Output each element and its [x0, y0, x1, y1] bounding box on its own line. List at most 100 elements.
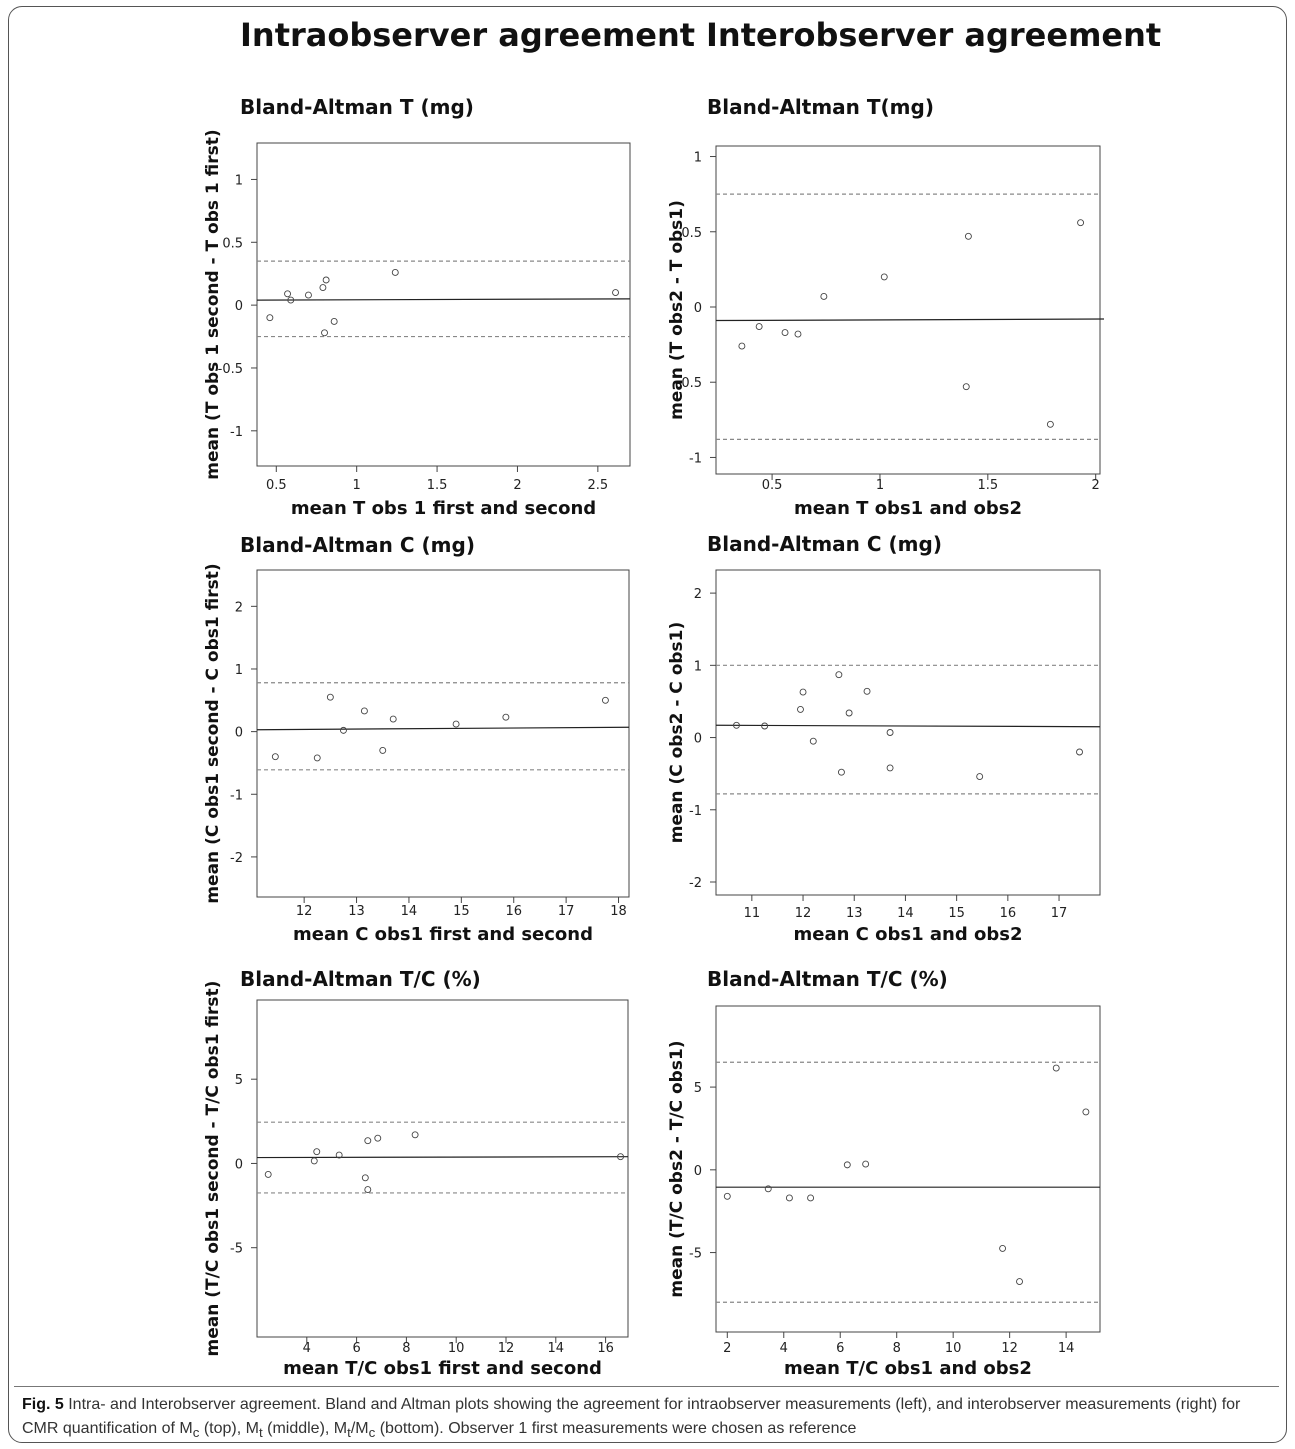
- chart-title: Bland-Altman T (mg): [240, 95, 474, 119]
- x-tick-label: 16: [505, 904, 522, 919]
- bland-altman-plots: Bland-Altman T (mg) 0.5 1 1.5 2 2.5 -1 -0.5 0 0.5…: [203, 95, 1105, 1379]
- y-tick-label: -1: [230, 425, 243, 440]
- x-tick-label: 8: [402, 1341, 410, 1356]
- data-point: [326, 693, 334, 701]
- figure-caption: Fig. 5 Intra- and Interobserver agreemen…: [22, 1393, 1272, 1445]
- x-tick-label: 6: [352, 1341, 360, 1356]
- data-point: [330, 318, 338, 325]
- plot-area: [256, 142, 631, 467]
- y-axis-label: mean (C obs1 second - C obs1 first): [203, 563, 223, 903]
- x-tick-label: 12: [1001, 1341, 1018, 1356]
- y-tick-label: 0: [235, 1157, 243, 1172]
- x-tick-label: 17: [558, 904, 575, 919]
- data-point: [364, 1186, 372, 1194]
- data-point: [886, 764, 894, 772]
- chart-title: Bland-Altman T/C (%): [707, 967, 948, 991]
- x-axis-label: mean T obs 1 first and second: [291, 498, 596, 519]
- y-tick-label: -0.5: [677, 376, 702, 391]
- y-tick-label: -0.5: [218, 362, 243, 377]
- x-axis-label: mean C obs1 and obs2: [793, 924, 1022, 945]
- data-point: [1076, 748, 1083, 756]
- x-tick-label: 6: [836, 1341, 844, 1356]
- plot-area: [256, 569, 630, 898]
- y-tick-label: 0: [694, 732, 702, 747]
- data-point: [837, 768, 845, 776]
- x-tick-label: 15: [453, 904, 470, 919]
- y-tick-label: -2: [230, 851, 243, 866]
- x-tick-label: 4: [780, 1341, 788, 1356]
- data-point: [1046, 420, 1054, 428]
- data-point: [1082, 1108, 1090, 1116]
- data-point: [411, 1131, 419, 1139]
- x-tick-label: 14: [897, 906, 914, 921]
- y-tick-label: 0: [694, 1164, 702, 1179]
- data-point: [264, 1170, 272, 1178]
- data-point: [361, 1174, 369, 1182]
- data-point: [389, 715, 397, 723]
- y-tick-label: -5: [230, 1242, 243, 1257]
- x-tick-label: 12: [795, 906, 812, 921]
- x-tick-label: 0.5: [762, 478, 783, 493]
- x-tick-label: 14: [401, 904, 418, 919]
- y-tick-label: -2: [689, 876, 702, 891]
- x-tick-label: 11: [744, 906, 761, 921]
- chart-intra-C: Bland-Altman C (mg)12 13 14 15 16 17 18-2-1012…: [203, 533, 630, 945]
- x-tick-label: 10: [945, 1341, 962, 1356]
- y-tick-label: -1: [689, 804, 702, 819]
- intraobserver-heading: Intraobserver agreement: [240, 16, 696, 54]
- figure-border: [8, 6, 1287, 1443]
- x-axis-label: mean C obs1 first and second: [293, 924, 593, 945]
- x-tick-label: 16: [1000, 906, 1017, 921]
- x-tick-label: 18: [610, 904, 627, 919]
- data-point: [820, 293, 828, 300]
- x-tick-label: 10: [448, 1341, 465, 1356]
- data-point: [999, 1244, 1007, 1252]
- x-tick-label: 1: [876, 478, 884, 493]
- x-tick-label: 0.5: [266, 478, 287, 493]
- data-point: [335, 1151, 343, 1159]
- data-point: [781, 329, 789, 337]
- data-point: [845, 709, 853, 717]
- y-tick-label: 0.5: [222, 236, 243, 251]
- data-point: [271, 753, 279, 761]
- data-point: [360, 707, 368, 715]
- mean-difference-line: [256, 298, 631, 301]
- chart-inter-C: Bland-Altman C (mg)11 12 13 14 15 16 17-2-1012…: [667, 532, 1101, 945]
- data-point: [761, 722, 769, 730]
- data-point: [962, 383, 970, 391]
- data-point: [964, 232, 972, 240]
- x-tick-label: 2: [513, 478, 521, 493]
- data-point: [976, 773, 984, 781]
- plot-area: [715, 1005, 1101, 1333]
- data-point: [799, 688, 807, 696]
- data-point: [862, 1160, 870, 1168]
- data-point: [612, 289, 619, 297]
- x-axis-label: mean T/C obs1 and obs2: [784, 1358, 1032, 1379]
- chart-intra-TC: Bland-Altman T/C (%) 4 6 8 10 12 14 16 -5 0 5 mean …: [203, 967, 629, 1379]
- data-point: [723, 1192, 731, 1200]
- caption-text: Intra- and Interobserver agreement. Blan…: [22, 1396, 1241, 1441]
- data-point: [313, 754, 321, 762]
- y-tick-label: 0.5: [681, 226, 702, 241]
- data-point: [319, 284, 327, 291]
- x-tick-label: 2.5: [588, 478, 609, 493]
- x-tick-label: 2: [1092, 478, 1100, 493]
- data-point: [322, 276, 330, 284]
- data-point: [364, 1137, 372, 1145]
- x-axis-label: mean T/C obs1 first and second: [283, 1358, 602, 1379]
- x-tick-label: 13: [846, 906, 863, 921]
- data-point: [452, 720, 460, 728]
- data-point: [733, 721, 740, 729]
- y-tick-label: 0: [694, 301, 702, 316]
- x-tick-label: 14: [548, 1341, 565, 1356]
- chart-intra-T: Bland-Altman T (mg) 0.5 1 1.5 2 2.5 -1 -0.5 0 0.5…: [203, 95, 631, 519]
- data-point: [738, 342, 746, 350]
- data-point: [379, 746, 387, 754]
- data-point: [880, 273, 888, 281]
- y-tick-label: 1: [235, 173, 243, 188]
- y-tick-label: 0: [235, 726, 243, 741]
- caption-label: Fig. 5: [22, 1396, 64, 1413]
- mean-difference-line: [256, 1156, 629, 1159]
- x-tick-label: 13: [348, 904, 365, 919]
- data-point: [321, 329, 328, 337]
